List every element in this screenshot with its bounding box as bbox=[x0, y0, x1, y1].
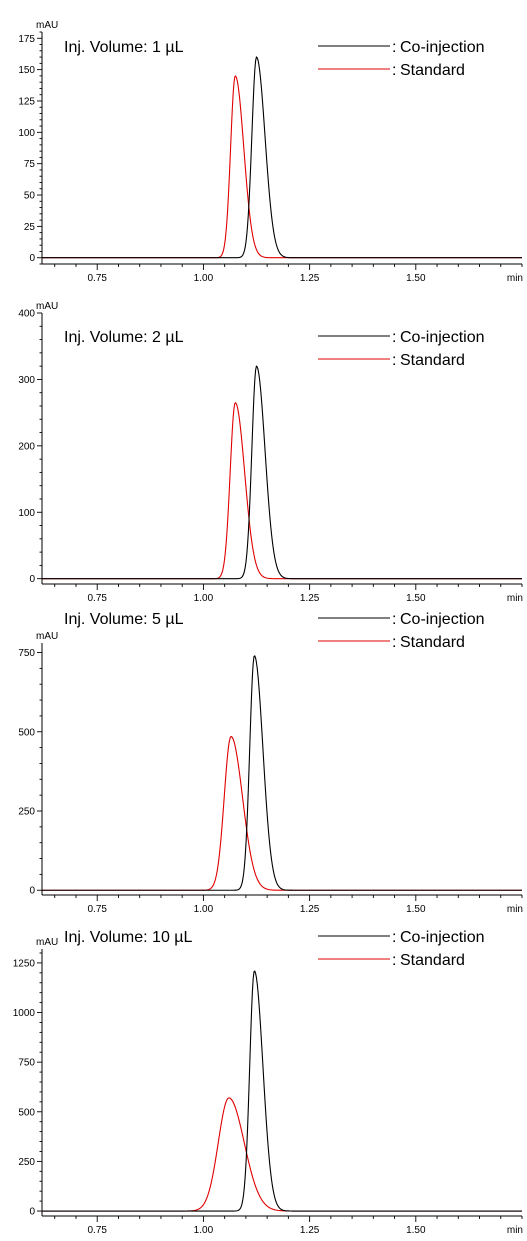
legend-separator: : bbox=[392, 62, 396, 79]
x-tick-label: 1.25 bbox=[300, 273, 320, 284]
y-tick-label: 75 bbox=[24, 159, 36, 170]
injection-volume-label: Inj. Volume: 1 µL bbox=[64, 39, 184, 56]
y-tick-label: 0 bbox=[29, 1207, 35, 1218]
y-tick-label: 0 bbox=[29, 886, 35, 897]
injection-volume-label: Inj. Volume: 2 µL bbox=[64, 329, 184, 346]
x-tick-label: 1.50 bbox=[406, 593, 426, 604]
series-line-co-injection bbox=[42, 365, 522, 580]
x-axis-label: min bbox=[507, 593, 523, 604]
x-tick-label: 0.75 bbox=[87, 1225, 107, 1236]
legend-separator: : bbox=[392, 329, 396, 346]
y-tick-label: 300 bbox=[18, 375, 35, 386]
y-tick-label: 200 bbox=[18, 441, 35, 452]
legend-separator: : bbox=[392, 952, 396, 969]
series-line-standard bbox=[42, 1097, 522, 1212]
y-tick-label: 125 bbox=[18, 96, 35, 107]
x-tick-label: 0.75 bbox=[87, 593, 107, 604]
y-tick-label: 1000 bbox=[13, 1008, 36, 1019]
y-tick-label: 400 bbox=[18, 309, 35, 320]
y-tick-label: 175 bbox=[18, 34, 35, 45]
x-axis-label: min bbox=[507, 273, 523, 284]
legend-separator: : bbox=[392, 634, 396, 651]
x-tick-label: 1.00 bbox=[194, 593, 214, 604]
series-line-standard bbox=[42, 75, 522, 259]
legend-label-co-injection: Co-injection bbox=[400, 39, 484, 56]
y-tick-label: 500 bbox=[18, 1107, 35, 1118]
series-line-standard bbox=[42, 401, 522, 580]
x-tick-label: 1.50 bbox=[406, 1225, 426, 1236]
x-tick-label: 1.00 bbox=[194, 1225, 214, 1236]
y-tick-label: 0 bbox=[29, 253, 35, 264]
series-line-standard bbox=[42, 735, 522, 891]
injection-volume-label: Inj. Volume: 5 µL bbox=[64, 611, 184, 628]
y-tick-label: 100 bbox=[18, 508, 35, 519]
legend-label-standard: Standard bbox=[400, 952, 465, 969]
y-tick-label: 50 bbox=[24, 191, 36, 202]
legend-separator: : bbox=[392, 929, 396, 946]
legend-label-co-injection: Co-injection bbox=[400, 611, 484, 628]
series-line-co-injection bbox=[42, 970, 522, 1212]
y-tick-label: 1250 bbox=[13, 958, 36, 969]
y-tick-label: 25 bbox=[24, 222, 36, 233]
legend-label-standard: Standard bbox=[400, 634, 465, 651]
x-tick-label: 1.00 bbox=[194, 273, 214, 284]
x-tick-label: 1.50 bbox=[406, 273, 426, 284]
y-tick-label: 500 bbox=[18, 727, 35, 738]
legend-separator: : bbox=[392, 352, 396, 369]
x-tick-label: 1.25 bbox=[300, 593, 320, 604]
x-tick-label: 0.75 bbox=[87, 273, 107, 284]
injection-volume-label: Inj. Volume: 10 µL bbox=[64, 929, 193, 946]
legend-label-co-injection: Co-injection bbox=[400, 329, 484, 346]
y-axis-label: mAU bbox=[36, 20, 58, 31]
legend-separator: : bbox=[392, 611, 396, 628]
y-tick-label: 100 bbox=[18, 128, 35, 139]
x-tick-label: 1.50 bbox=[406, 904, 426, 915]
series-line-co-injection bbox=[42, 655, 522, 891]
y-tick-label: 150 bbox=[18, 65, 35, 76]
x-axis-label: min bbox=[507, 904, 523, 915]
y-tick-label: 0 bbox=[29, 574, 35, 585]
y-tick-label: 250 bbox=[18, 1157, 35, 1168]
y-axis-label: mAU bbox=[36, 301, 58, 312]
x-tick-label: 1.25 bbox=[300, 1225, 320, 1236]
legend-label-standard: Standard bbox=[400, 352, 465, 369]
legend-label-co-injection: Co-injection bbox=[400, 929, 484, 946]
chart-panel-1: 0 25 50 75 100 125 150 175 0.75 1.00 1.25 1.50 mAU mi… bbox=[18, 20, 523, 284]
series-line-co-injection bbox=[42, 56, 522, 259]
chart-panel-3: 0 250 500 750 0.75 1.00 1.25 1.50 mAU min Inj. Vol… bbox=[18, 611, 523, 915]
y-tick-label: 750 bbox=[18, 648, 35, 659]
chart-panel-2: 0 100 200 300 400 0.75 1.00 1.25 1.50 mAU min Inj. … bbox=[18, 301, 523, 604]
chart-panel-4: 0 250 500 750 1000 1250 0.75 1.00 1.25 1.50 mAU min… bbox=[13, 929, 523, 1236]
x-tick-label: 1.25 bbox=[300, 904, 320, 915]
y-axis-label: mAU bbox=[36, 937, 58, 948]
x-axis-label: min bbox=[507, 1225, 523, 1236]
legend-label-standard: Standard bbox=[400, 62, 465, 79]
y-tick-label: 750 bbox=[18, 1058, 35, 1069]
legend-separator: : bbox=[392, 39, 396, 56]
x-tick-label: 0.75 bbox=[87, 904, 107, 915]
y-axis-label: mAU bbox=[36, 631, 58, 642]
y-tick-label: 250 bbox=[18, 807, 35, 818]
x-tick-label: 1.00 bbox=[194, 904, 214, 915]
